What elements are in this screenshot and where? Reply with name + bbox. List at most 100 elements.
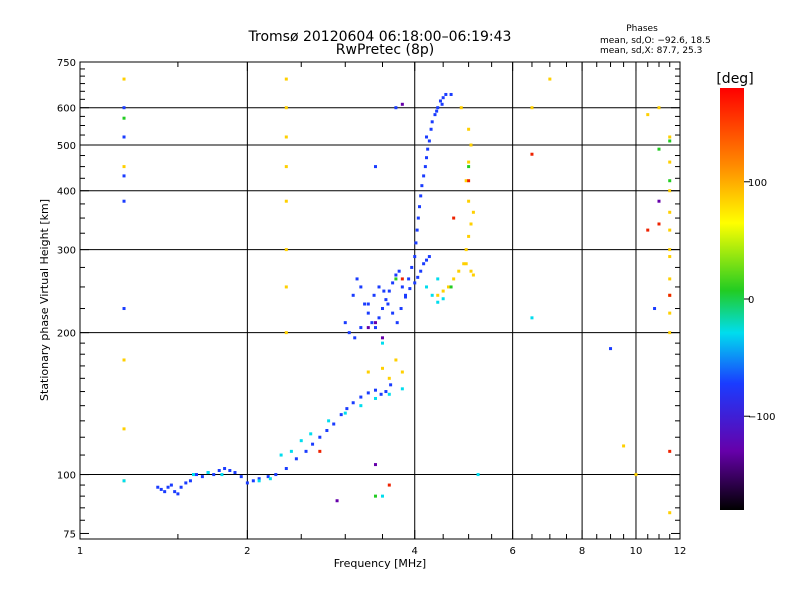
data-point: [413, 255, 417, 259]
data-point: [200, 475, 204, 479]
data-point: [359, 285, 363, 289]
data-point: [653, 307, 657, 311]
data-point: [429, 127, 433, 131]
data-point: [343, 411, 347, 415]
data-point: [339, 413, 343, 417]
data-point: [464, 262, 468, 266]
data-point: [668, 511, 672, 515]
data-point: [459, 106, 463, 110]
data-point: [327, 419, 331, 423]
data-point: [422, 262, 426, 266]
data-point: [332, 422, 336, 426]
data-point: [433, 113, 437, 117]
data-point: [436, 300, 440, 304]
data-point: [380, 341, 384, 345]
y-tick-label: 750: [57, 58, 76, 69]
data-point: [668, 179, 672, 183]
x-tick-label: 12: [674, 546, 687, 557]
data-point: [387, 392, 391, 396]
data-point: [530, 316, 534, 320]
data-point: [668, 311, 672, 315]
data-point: [359, 404, 363, 408]
phases-title: Phases: [626, 24, 658, 34]
data-point: [284, 248, 288, 252]
data-point: [325, 429, 329, 433]
data-point: [657, 199, 661, 203]
x-tick-label: 1: [77, 546, 83, 557]
data-point: [380, 336, 384, 340]
data-point: [266, 475, 270, 479]
data-point: [373, 396, 377, 400]
data-point: [122, 77, 126, 81]
data-point: [657, 106, 661, 110]
data-point: [379, 392, 383, 396]
data-point: [122, 479, 126, 483]
data-point: [400, 102, 404, 106]
data-point: [668, 210, 672, 214]
data-point: [668, 255, 672, 259]
data-point: [426, 147, 430, 151]
data-point: [380, 494, 384, 498]
data-point: [347, 331, 351, 335]
data-point: [422, 174, 426, 178]
data-point: [404, 293, 408, 297]
data-point: [657, 222, 661, 226]
data-point: [430, 120, 434, 124]
data-point: [471, 273, 475, 277]
data-point: [194, 473, 198, 477]
data-point: [668, 331, 672, 335]
data-point: [476, 473, 480, 477]
data-point: [233, 471, 237, 475]
data-point: [471, 210, 475, 214]
data-point: [380, 307, 384, 311]
data-point: [122, 427, 126, 431]
data-point: [284, 331, 288, 335]
x-tick-label: 8: [579, 546, 585, 557]
data-point: [467, 234, 471, 238]
data-point: [289, 449, 293, 453]
x-tick-label: 2: [244, 546, 250, 557]
data-point: [668, 449, 672, 453]
data-point: [366, 391, 370, 395]
data-point: [294, 457, 298, 461]
data-point: [430, 293, 434, 297]
data-point: [436, 277, 440, 281]
data-point: [239, 475, 243, 479]
data-point: [419, 194, 423, 198]
data-point: [268, 477, 272, 481]
data-point: [668, 277, 672, 281]
data-point: [169, 483, 173, 487]
chart-subtitle: RwPretec (8p): [336, 42, 434, 58]
data-point: [122, 116, 126, 120]
data-point: [377, 285, 381, 289]
data-point: [366, 370, 370, 374]
data-point: [423, 165, 427, 169]
data-point: [467, 127, 471, 131]
data-point: [176, 492, 180, 496]
data-point: [530, 106, 534, 110]
data-point: [384, 298, 388, 302]
x-tick-label: 4: [412, 546, 418, 557]
data-point: [394, 358, 398, 362]
data-point: [452, 277, 456, 281]
data-point: [373, 165, 377, 169]
data-point: [382, 289, 386, 293]
data-point: [373, 494, 377, 498]
data-point: [345, 407, 349, 411]
data-point: [413, 281, 417, 285]
data-point: [122, 174, 126, 178]
data-point: [530, 152, 534, 156]
data-point: [373, 388, 377, 392]
data-point: [122, 135, 126, 139]
data-point: [387, 483, 391, 487]
data-point: [668, 228, 672, 232]
y-tick-label: 75: [63, 529, 76, 540]
data-point: [387, 376, 391, 380]
data-point: [394, 273, 398, 277]
data-point: [414, 241, 418, 245]
data-point: [436, 106, 440, 110]
data-point: [359, 326, 363, 330]
colorbar: [720, 88, 744, 510]
data-point: [363, 302, 367, 306]
